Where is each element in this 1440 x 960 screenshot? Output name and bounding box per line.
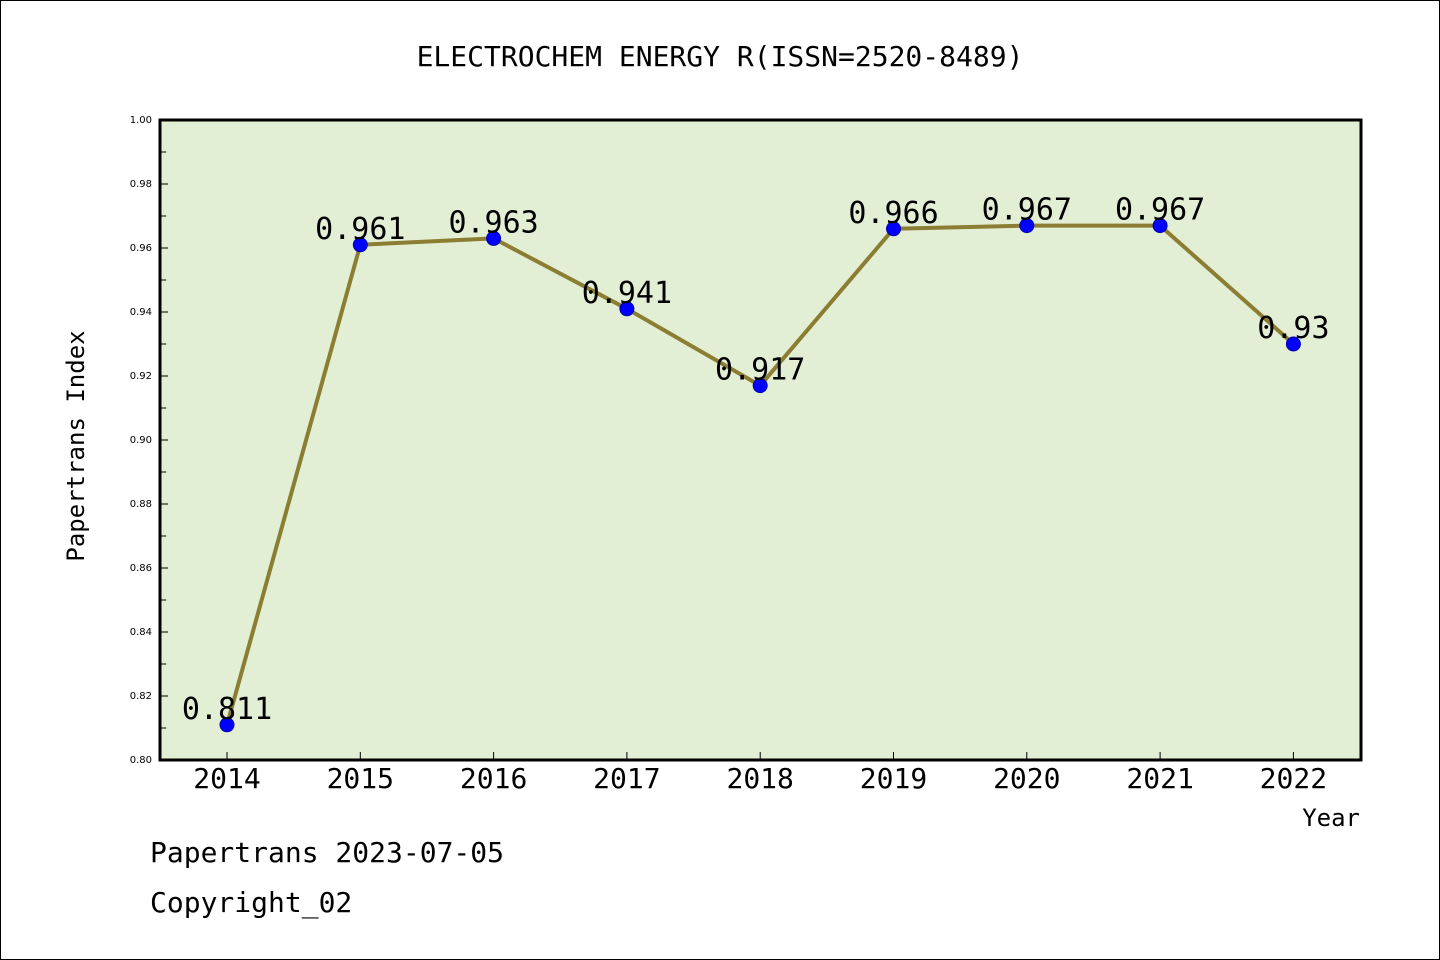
y-axis: 0.80 0.82 0.84 0.86 0.88 0.90 0.92 0.94 0.96 0.98… [130, 115, 168, 766]
x-tick-label: 2015 [327, 762, 394, 795]
y-axis-label: Papertrans Index [62, 330, 90, 561]
x-axis: 2014 2015 2016 2017 2018 2019 2020 2021 2022 [193, 752, 1327, 795]
chart-title: ELECTROCHEM ENERGY R(ISSN=2520-8489) [417, 40, 1024, 73]
data-points [219, 218, 1301, 733]
data-point [1019, 218, 1035, 234]
footer-date: Papertrans 2023-07-05 [150, 836, 505, 869]
y-tick-label: 0.94 [130, 307, 152, 318]
x-axis-label: Year [1302, 804, 1360, 832]
data-label: 0.941 [582, 276, 672, 311]
y-tick-label: 1.00 [130, 115, 152, 126]
y-tick-label: 0.86 [130, 563, 152, 574]
data-point [619, 301, 635, 317]
x-tick-label: 2016 [460, 762, 527, 795]
x-tick-label: 2014 [193, 762, 260, 795]
data-label: 0.963 [448, 205, 538, 240]
y-tick-label: 0.84 [130, 627, 152, 638]
y-tick-label: 0.88 [130, 499, 152, 510]
data-label: 0.961 [315, 212, 405, 247]
data-point [486, 230, 502, 246]
data-label: 0.93 [1257, 311, 1329, 346]
y-tick-label: 0.80 [130, 755, 152, 766]
data-point [886, 221, 901, 237]
y-tick-label: 0.96 [130, 243, 152, 254]
data-point [752, 378, 768, 394]
data-label: 0.967 [982, 193, 1072, 228]
x-tick-label: 2022 [1260, 762, 1327, 795]
x-tick-label: 2017 [593, 762, 660, 795]
data-point [352, 237, 368, 253]
data-point [1152, 218, 1168, 234]
x-tick-label: 2021 [1126, 762, 1193, 795]
data-label: 0.917 [715, 353, 805, 388]
data-point [1285, 336, 1301, 352]
data-point [219, 717, 235, 733]
y-tick-label: 0.90 [130, 435, 152, 446]
x-tick-label: 2019 [860, 762, 927, 795]
footer-copyright: Copyright_02 [150, 886, 353, 919]
x-tick-label: 2020 [993, 762, 1060, 795]
data-labels: 0.811 0.961 0.963 0.941 0.917 0.966 0.967 0.967… [182, 193, 1330, 727]
x-tick-label: 2018 [726, 762, 793, 795]
y-tick-label: 0.82 [130, 691, 152, 702]
data-label: 0.967 [1115, 193, 1205, 228]
y-tick-label: 0.92 [130, 371, 152, 382]
data-label: 0.811 [182, 692, 272, 727]
y-tick-label: 0.98 [130, 179, 152, 190]
data-label: 0.966 [848, 196, 938, 231]
